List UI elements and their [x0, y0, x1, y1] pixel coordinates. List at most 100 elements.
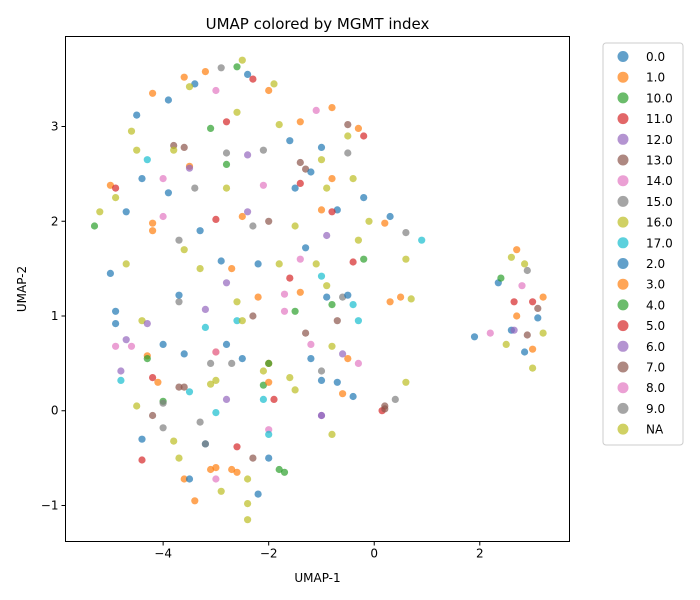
- data-point: [149, 227, 157, 235]
- data-point: [391, 395, 399, 403]
- data-point: [127, 127, 136, 135]
- legend-marker: [617, 320, 629, 332]
- data-point: [344, 149, 352, 157]
- legend-label: NA: [646, 423, 664, 437]
- y-axis-label: UMAP-2: [15, 266, 29, 312]
- data-point: [138, 317, 146, 325]
- data-point: [207, 380, 215, 388]
- data-point: [402, 255, 410, 263]
- data-point: [159, 175, 167, 183]
- data-point: [317, 206, 326, 214]
- data-point: [344, 132, 352, 140]
- legend-items: 0.0 1.0 10.0 11.0 12.0 13.0 14.0 15.0 16.0 17.0 2.…: [617, 50, 673, 437]
- y-tick-label: 3: [51, 120, 59, 134]
- data-point: [360, 255, 368, 263]
- legend-marker: [617, 382, 629, 394]
- data-point: [534, 314, 542, 322]
- x-tick-label: 2: [476, 547, 484, 561]
- data-point: [238, 355, 246, 363]
- data-point: [117, 376, 125, 384]
- data-point: [170, 146, 178, 154]
- data-point: [259, 367, 267, 375]
- data-point: [180, 383, 188, 391]
- data-point: [323, 282, 331, 290]
- data-point: [112, 184, 120, 192]
- y-tick-label: −1: [41, 498, 59, 512]
- data-point: [365, 217, 373, 225]
- data-point: [180, 350, 188, 358]
- data-point: [259, 181, 267, 189]
- data-point: [280, 290, 289, 298]
- data-point: [185, 475, 194, 483]
- data-point: [175, 383, 183, 391]
- data-point: [317, 143, 326, 151]
- data-point: [212, 215, 220, 223]
- data-point: [296, 288, 304, 296]
- data-point: [502, 340, 510, 348]
- data-point: [529, 345, 537, 353]
- data-point: [254, 490, 262, 498]
- data-point: [138, 175, 146, 183]
- data-point: [344, 121, 352, 129]
- data-point: [233, 298, 241, 306]
- data-point: [386, 298, 394, 306]
- data-point: [196, 227, 204, 235]
- data-point: [470, 333, 479, 341]
- data-point: [339, 350, 347, 358]
- data-point: [328, 208, 336, 216]
- data-point: [275, 121, 283, 129]
- data-point: [217, 487, 225, 495]
- data-point: [112, 307, 120, 315]
- data-point: [275, 465, 283, 474]
- legend-marker: [617, 113, 629, 125]
- data-point: [222, 149, 231, 157]
- data-point: [201, 440, 209, 448]
- plot-frame: [65, 36, 570, 542]
- legend-marker: [617, 51, 629, 62]
- legend-label: 1.0: [646, 71, 665, 85]
- data-point: [149, 374, 157, 382]
- data-point: [222, 279, 231, 287]
- data-point: [286, 137, 294, 145]
- data-point: [122, 336, 130, 344]
- data-point: [185, 83, 194, 91]
- data-point: [212, 475, 220, 483]
- data-point: [302, 244, 310, 252]
- legend-label: 2.0: [646, 257, 665, 271]
- data-point: [133, 146, 141, 154]
- data-point: [349, 175, 357, 183]
- data-point: [312, 106, 320, 114]
- data-point: [191, 184, 199, 192]
- data-point: [238, 317, 246, 325]
- data-point: [212, 86, 220, 95]
- y-tick-label: 2: [51, 214, 59, 228]
- data-point: [317, 272, 326, 280]
- data-point: [354, 236, 362, 244]
- data-point: [291, 222, 299, 230]
- legend-marker: [617, 216, 629, 228]
- data-point: [296, 158, 304, 167]
- data-point: [312, 260, 320, 268]
- data-point: [122, 208, 130, 216]
- legend-label: 10.0: [646, 91, 673, 105]
- data-point: [270, 80, 278, 88]
- data-point: [317, 156, 326, 164]
- data-point: [339, 390, 347, 398]
- data-point: [513, 312, 521, 320]
- legend-label: 0.0: [646, 50, 665, 64]
- y-tick-label: 1: [51, 309, 59, 323]
- legend-marker: [617, 154, 629, 166]
- data-point: [286, 374, 294, 382]
- data-point: [138, 435, 146, 443]
- legend: 0.0 1.0 10.0 11.0 12.0 13.0 14.0 15.0 16.0 17.0 2.…: [602, 42, 684, 446]
- data-point: [233, 108, 241, 116]
- data-point: [244, 475, 252, 483]
- data-point: [180, 73, 188, 81]
- data-point: [90, 222, 99, 230]
- data-point: [249, 222, 257, 230]
- data-point: [254, 293, 262, 301]
- data-point: [154, 378, 162, 386]
- data-point: [265, 359, 273, 367]
- data-point: [402, 378, 410, 386]
